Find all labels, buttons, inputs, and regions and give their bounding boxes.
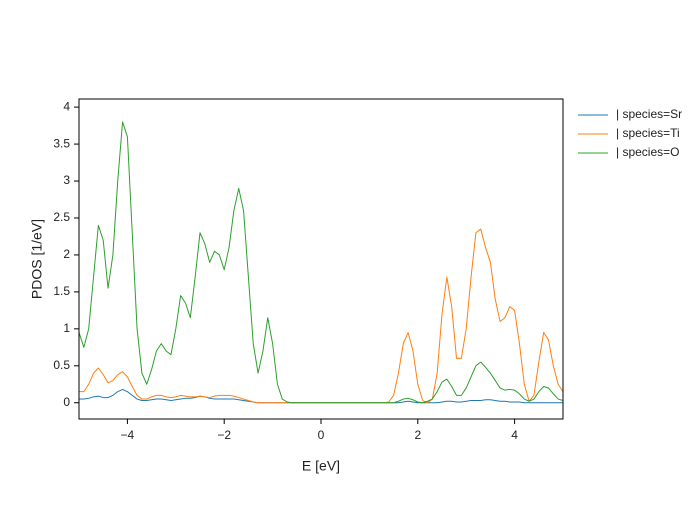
x-tick-label: 0 xyxy=(318,428,325,442)
y-tick-label: 0.5 xyxy=(53,358,70,372)
x-tick-label: −2 xyxy=(217,428,231,442)
series-line xyxy=(79,228,564,404)
y-axis-title: PDOS [1/eV] xyxy=(29,219,45,299)
y-tick-label: 2 xyxy=(63,247,70,261)
legend-label: | species=O xyxy=(616,145,679,159)
legend-label: | species=Sr xyxy=(616,107,682,121)
y-tick-label: 3.5 xyxy=(53,136,70,150)
plot-frame xyxy=(78,98,564,420)
x-tick-label: 2 xyxy=(414,428,421,442)
x-axis-title: E [eV] xyxy=(302,458,340,474)
y-tick-label: 4 xyxy=(63,99,70,113)
x-tick-label: 4 xyxy=(511,428,518,442)
y-tick-label: 3 xyxy=(63,173,70,187)
series-line xyxy=(78,121,564,404)
y-tick-label: 1 xyxy=(63,321,70,335)
series-line xyxy=(79,388,563,404)
legend-label: | species=Ti xyxy=(616,126,680,140)
y-tick-label: 1.5 xyxy=(53,284,70,298)
y-tick-label: 0 xyxy=(63,395,70,409)
x-tick-label: −4 xyxy=(121,428,135,442)
y-tick-label: 2.5 xyxy=(53,210,70,224)
